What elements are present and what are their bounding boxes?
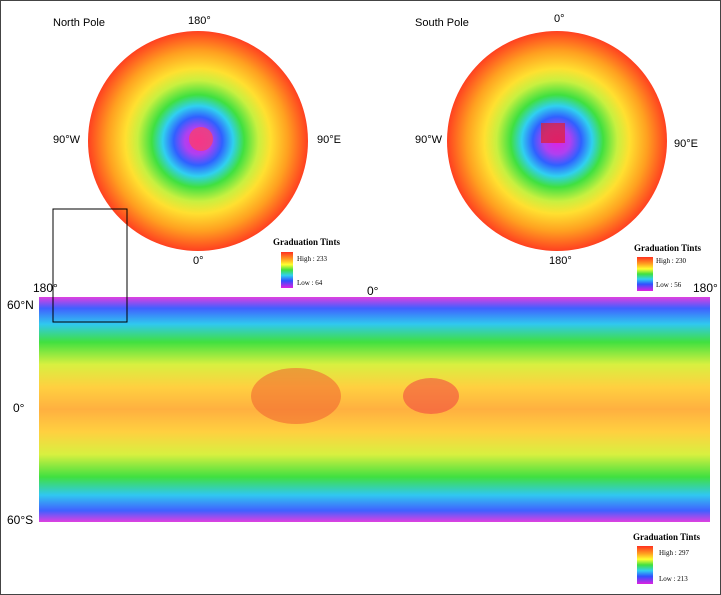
label: 0° [367, 284, 379, 298]
label: 0° [554, 13, 565, 25]
global-map [39, 297, 710, 522]
legend-high: High : 230 [656, 257, 686, 265]
legend-title: Graduation Tints [634, 243, 701, 253]
label: 180° [33, 281, 58, 295]
title: North Pole [53, 17, 105, 29]
south-hotspot [541, 123, 565, 143]
legend-low: Low : 56 [656, 281, 682, 289]
inset-box [52, 208, 128, 323]
legend-high: High : 233 [297, 255, 327, 263]
label: 90°W [415, 134, 443, 146]
label: 180° [693, 281, 718, 295]
label: 180° [549, 255, 572, 267]
label: 180° [188, 15, 211, 27]
north-hotspot [189, 127, 213, 151]
legend-swatch [637, 257, 653, 291]
mare-region [251, 368, 341, 424]
label: 60°N [7, 298, 34, 312]
legend-high: High : 297 [659, 549, 689, 557]
legend-title: Graduation Tints [633, 532, 700, 542]
label: 90°E [674, 138, 698, 150]
label: 0° [13, 401, 25, 415]
title: South Pole [415, 17, 469, 29]
legend-swatch [281, 252, 293, 288]
label: 0° [193, 255, 204, 267]
label: 90°W [53, 134, 81, 146]
label: 60°S [7, 513, 34, 527]
label: 90°E [317, 134, 341, 146]
legend-low: Low : 213 [659, 575, 688, 583]
mare-region [403, 378, 459, 414]
legend-title: Graduation Tints [273, 237, 340, 247]
legend-swatch [637, 546, 653, 584]
legend-low: Low : 64 [297, 279, 323, 287]
